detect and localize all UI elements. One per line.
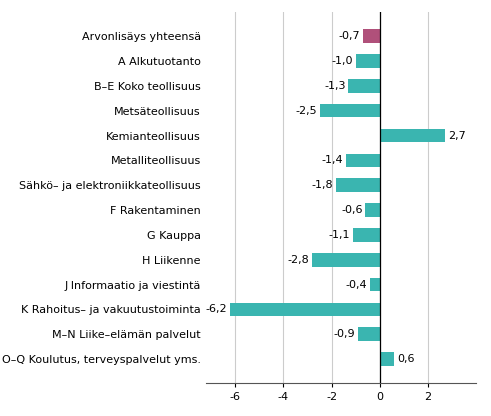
Text: -0,9: -0,9 xyxy=(333,329,355,339)
Bar xyxy=(380,129,445,142)
Bar xyxy=(230,302,380,316)
Text: -2,5: -2,5 xyxy=(295,106,317,116)
Text: -0,6: -0,6 xyxy=(341,205,362,215)
Text: 2,7: 2,7 xyxy=(448,131,465,141)
Bar xyxy=(354,228,380,242)
Bar xyxy=(355,54,380,68)
Text: -2,8: -2,8 xyxy=(288,255,309,265)
Text: -1,3: -1,3 xyxy=(324,81,346,91)
Text: -1,8: -1,8 xyxy=(312,180,333,190)
Text: -1,1: -1,1 xyxy=(329,230,351,240)
Bar xyxy=(358,327,380,341)
Text: -1,4: -1,4 xyxy=(322,155,343,165)
Bar xyxy=(370,278,380,291)
Text: -6,2: -6,2 xyxy=(206,305,227,314)
Bar xyxy=(336,178,380,192)
Bar xyxy=(346,154,380,167)
Bar xyxy=(380,352,394,366)
Text: 0,6: 0,6 xyxy=(397,354,415,364)
Text: -0,7: -0,7 xyxy=(338,31,360,41)
Bar xyxy=(320,104,380,117)
Bar xyxy=(312,253,380,267)
Bar xyxy=(365,203,380,217)
Text: -0,4: -0,4 xyxy=(346,280,367,290)
Text: -1,0: -1,0 xyxy=(331,56,353,66)
Bar xyxy=(363,29,380,43)
Bar xyxy=(349,79,380,93)
